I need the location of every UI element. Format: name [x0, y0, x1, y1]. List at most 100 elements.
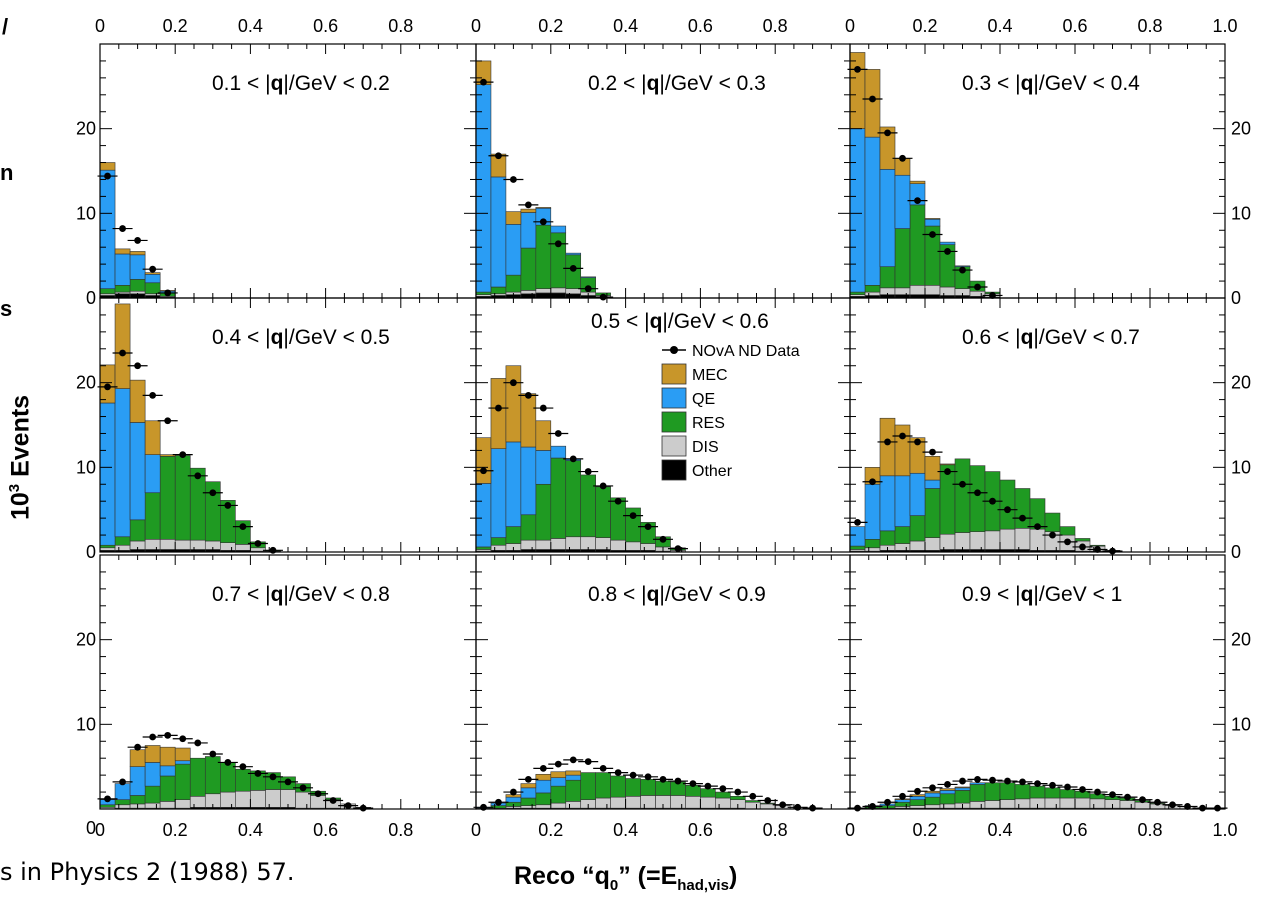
bar-dis-p9-b14 — [1044, 797, 1061, 809]
bar-dis-p8-b19 — [744, 801, 761, 810]
bar-qe-p2-b3 — [505, 224, 522, 276]
bar-mec-p8-b6 — [550, 771, 567, 778]
y-tick-label-left: 20 — [76, 373, 96, 393]
bar-res-p5-b9 — [595, 486, 611, 538]
bar-dis-p5-b5 — [535, 539, 552, 550]
x-tick-label-top: 0.2 — [912, 16, 937, 36]
bar-mec-p6-b7 — [939, 463, 956, 466]
data-point-p7-7 — [194, 739, 202, 747]
bar-dis-p8-b16 — [700, 796, 716, 809]
bar-dis-p9-b19 — [1119, 800, 1136, 809]
bar-dis-p6-b9 — [969, 531, 986, 550]
panel-title-1: 0.1 < |q|/GeV < 0.2 — [212, 72, 390, 95]
data-point-p4-5 — [164, 417, 172, 425]
bar-dis-p7-b9 — [220, 791, 236, 808]
y-tick-label-right: 0 — [1231, 288, 1241, 308]
bar-res-p3-b1 — [849, 291, 866, 295]
data-point-p7-8 — [209, 750, 217, 758]
bar-qe-p3-b3 — [879, 169, 896, 267]
bar-mec-p4-b5 — [159, 454, 176, 457]
bar-res-p2-b3 — [505, 274, 522, 293]
bar-qe-p5-b2 — [490, 448, 507, 538]
data-point-p7-1 — [104, 795, 111, 803]
legend-label-mec: MEC — [692, 367, 728, 384]
bar-res-p6-b7 — [939, 464, 956, 535]
bar-mec-p5-b1 — [475, 437, 492, 484]
data-point-p4-10 — [239, 523, 247, 530]
bar-res-p8-b9 — [595, 772, 611, 799]
data-point-p9-16 — [1079, 786, 1086, 793]
bar-mec-p7-b4 — [144, 745, 161, 763]
y-tick-label-right: 0 — [1231, 542, 1241, 562]
bar-mec-p3-b3 — [879, 126, 896, 170]
bar-res-p5-b5 — [535, 483, 552, 541]
data-point-p6-16 — [1079, 543, 1086, 551]
legend-label-dis: DIS — [692, 439, 719, 456]
x-tick-label-bottom: 0 — [471, 820, 481, 840]
bar-qe-p4-b2 — [114, 388, 131, 538]
bar-mec-p1-b3 — [129, 251, 146, 256]
data-point-p7-9 — [224, 759, 232, 766]
x-tick-label-top: 0.8 — [388, 16, 413, 36]
data-point-p2-5 — [539, 218, 547, 226]
data-point-p7-5 — [164, 731, 172, 739]
data-point-p5-6 — [554, 430, 562, 437]
data-point-p6-5 — [914, 438, 921, 446]
bar-qe-p8-b6 — [550, 777, 567, 787]
bar-dis-p6-b4 — [894, 543, 911, 551]
bar-dis-p4-b5 — [159, 538, 176, 550]
bar-res-p9-b5 — [909, 799, 926, 806]
bar-dis-p5-b4 — [520, 539, 537, 550]
bar-dis-p5-b2 — [490, 544, 507, 551]
bar-res-p9-b10 — [984, 782, 1001, 801]
data-point-p6-11 — [1004, 506, 1011, 514]
bar-qe-p7-b6 — [174, 760, 191, 765]
y-tick-label-right: 10 — [1231, 457, 1251, 477]
bar-res-p6-b9 — [969, 465, 986, 532]
x-tick-label-top: 0.6 — [688, 16, 713, 36]
x-tick-label-top: 0 — [95, 16, 105, 36]
bar-qe-p9-b6 — [924, 792, 941, 798]
bar-mec-p5-b3 — [505, 365, 522, 443]
data-point-p8-22 — [794, 803, 802, 811]
bar-res-p9-b12 — [1014, 784, 1031, 800]
bar-res-p8-b5 — [535, 792, 552, 806]
bar-res-p9-b13 — [1029, 785, 1046, 799]
y-tick-label-right: 20 — [1231, 373, 1251, 393]
data-point-p6-3 — [884, 438, 891, 446]
data-point-p9-10 — [989, 776, 996, 784]
bar-res-p7-b5 — [159, 775, 176, 802]
bar-dis-p2-b7 — [565, 288, 582, 295]
panel-title-4: 0.4 < |q|/GeV < 0.5 — [212, 326, 390, 349]
bar-dis-p5-b7 — [565, 536, 582, 550]
data-point-p2-6 — [554, 240, 562, 248]
y-tick-label-left: 10 — [76, 203, 96, 223]
bar-res-p8-b6 — [550, 785, 567, 804]
bar-qe-p1-b4 — [144, 273, 161, 284]
data-point-p3-4 — [899, 154, 906, 162]
data-point-p6-8 — [959, 480, 966, 488]
data-point-p9-3 — [884, 798, 891, 806]
data-point-p3-1 — [854, 66, 861, 73]
data-point-p6-10 — [989, 497, 996, 505]
bar-dis-p2-b6 — [550, 287, 567, 294]
bar-dis-p7-b6 — [174, 799, 191, 809]
data-point-p7-4 — [149, 733, 157, 741]
data-point-p6-12 — [1019, 514, 1026, 522]
bar-other-p2-b7 — [565, 293, 582, 299]
bar-qe-p1-b1 — [99, 169, 116, 289]
data-point-p9-14 — [1049, 781, 1056, 789]
bar-mec-p2-b5 — [535, 207, 552, 209]
bar-mec-p8-b4 — [520, 783, 537, 789]
data-point-p3-7 — [944, 248, 951, 255]
x-tick-label-bottom: 1.0 — [1212, 820, 1237, 840]
data-point-p4-12 — [269, 546, 277, 554]
data-point-p2-7 — [569, 264, 577, 272]
panel-title-3: 0.3 < |q|/GeV < 0.4 — [962, 72, 1140, 95]
y-tick-label-left: 0 — [86, 818, 96, 838]
bar-mec-p7-b5 — [159, 746, 176, 767]
x-tick-label-top: 0 — [845, 16, 855, 36]
bar-qe-p5-b1 — [475, 483, 492, 548]
legend-swatch-other — [661, 459, 687, 481]
bar-res-p3-b3 — [879, 266, 896, 289]
